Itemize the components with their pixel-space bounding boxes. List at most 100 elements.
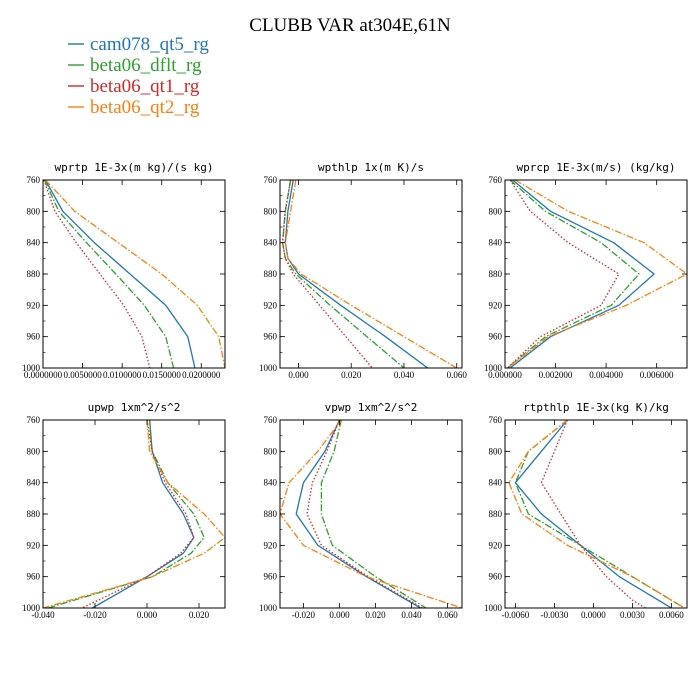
series-group bbox=[508, 420, 685, 608]
y-tick-label: 1000 bbox=[22, 363, 41, 373]
y-tick-label: 880 bbox=[489, 509, 503, 519]
x-tick-label: -0.020 bbox=[292, 610, 316, 620]
series-line-beta06_dflt_rg bbox=[507, 180, 640, 368]
panel-title: upwp 1xm^2/s^2 bbox=[88, 401, 181, 414]
x-tick-label: 0.020 bbox=[341, 370, 362, 380]
y-tick-label: 960 bbox=[27, 572, 41, 582]
y-tick-label: 800 bbox=[489, 446, 503, 456]
figure-title: CLUBB VAR at304E,61N bbox=[249, 15, 451, 36]
series-group bbox=[280, 420, 462, 608]
y-tick-label: 880 bbox=[27, 269, 41, 279]
y-tick-label: 800 bbox=[264, 446, 278, 456]
legend-entry: beta06_qt2_rg bbox=[68, 97, 200, 118]
x-tick-label: 0.000 bbox=[329, 610, 350, 620]
y-tick-label: 760 bbox=[27, 175, 41, 185]
y-tick-label: 1000 bbox=[259, 603, 278, 613]
y-tick-label: 840 bbox=[489, 238, 503, 248]
panel-title: rtpthlp 1E-3x(kg K)/kg bbox=[523, 401, 669, 414]
y-tick-label: 880 bbox=[264, 509, 278, 519]
legend-label: beta06_qt2_rg bbox=[90, 97, 200, 118]
series-line-cam078_qt5_rg bbox=[514, 420, 672, 608]
series-group bbox=[43, 420, 225, 608]
legend-label: cam078_qt5_rg bbox=[90, 34, 209, 55]
x-tick-label: 0.0000 bbox=[581, 610, 606, 620]
y-tick-label: 760 bbox=[489, 415, 503, 425]
panel-6: rtpthlp 1E-3x(kg K)/kg 760 800 840 880 920 960… bbox=[484, 401, 688, 620]
y-tick-label: 1000 bbox=[484, 363, 503, 373]
plot-frame bbox=[504, 419, 688, 609]
legend-label: beta06_dflt_rg bbox=[90, 55, 202, 76]
series-line-beta06_qt2_rg bbox=[44, 180, 225, 368]
x-tick-label: 0.000000 bbox=[488, 370, 522, 380]
y-tick-label: 880 bbox=[27, 509, 41, 519]
series-line-beta06_qt2_rg bbox=[508, 420, 685, 608]
series-line-beta06_qt1_rg bbox=[81, 420, 195, 608]
y-tick-label: 1000 bbox=[259, 363, 278, 373]
series-group bbox=[281, 180, 458, 368]
series-line-beta06_qt2_rg bbox=[284, 180, 458, 368]
x-tick-label: 0.0000000 bbox=[24, 370, 63, 380]
series-line-beta06_qt2_rg bbox=[507, 180, 687, 368]
y-tick-label: 960 bbox=[27, 332, 41, 342]
y-tick-label: 800 bbox=[27, 206, 41, 216]
legend: cam078_qt5_rgbeta06_dflt_rgbeta06_qt1_rg… bbox=[68, 34, 209, 118]
legend-entry: beta06_qt1_rg bbox=[68, 76, 200, 97]
panel-title: vpwp 1xm^2/s^2 bbox=[325, 401, 418, 414]
legend-label: beta06_qt1_rg bbox=[90, 76, 200, 97]
plot-frame bbox=[504, 179, 688, 369]
series-line-beta06_qt1_rg bbox=[540, 420, 646, 608]
x-tick-label: 0.002000 bbox=[539, 370, 573, 380]
y-tick-label: 840 bbox=[264, 478, 278, 488]
legend-entry: cam078_qt5_rg bbox=[68, 34, 209, 55]
panels: wprtp 1E-3x(m kg)/(s kg) 760 800 840 880 920 9… bbox=[22, 161, 688, 620]
x-tick-label: 0.0050000 bbox=[63, 370, 102, 380]
y-tick-label: 920 bbox=[27, 540, 41, 550]
legend-entry: beta06_dflt_rg bbox=[68, 55, 202, 76]
x-tick-label: 0.060 bbox=[447, 370, 468, 380]
x-tick-label: 0.000 bbox=[288, 370, 309, 380]
y-tick-label: 760 bbox=[264, 175, 278, 185]
series-line-cam078_qt5_rg bbox=[509, 180, 655, 368]
panel-title: wprtp 1E-3x(m kg)/(s kg) bbox=[55, 161, 214, 174]
y-tick-label: 920 bbox=[489, 540, 503, 550]
series-line-cam078_qt5_rg bbox=[44, 180, 196, 368]
series-line-beta06_dflt_rg bbox=[281, 180, 405, 368]
x-tick-label: 0.040 bbox=[401, 610, 422, 620]
x-tick-label: 0.0060 bbox=[659, 610, 684, 620]
y-tick-label: 840 bbox=[264, 238, 278, 248]
y-tick-label: 960 bbox=[264, 572, 278, 582]
panel-5: vpwp 1xm^2/s^2 760 800 840 880 920 960 1000 -0.0… bbox=[259, 401, 463, 620]
y-tick-label: 800 bbox=[264, 206, 278, 216]
x-tick-label: 0.0200000 bbox=[182, 370, 221, 380]
y-tick-label: 840 bbox=[27, 238, 41, 248]
x-tick-label: 0.004000 bbox=[589, 370, 623, 380]
x-tick-label: 0.000 bbox=[137, 610, 158, 620]
plot-frame bbox=[42, 419, 226, 609]
y-tick-label: 920 bbox=[264, 300, 278, 310]
x-tick-label: 0.0150000 bbox=[143, 370, 182, 380]
series-group bbox=[43, 180, 225, 368]
series-line-beta06_qt1_rg bbox=[43, 180, 151, 368]
y-tick-label: 840 bbox=[27, 478, 41, 488]
series-line-beta06_dflt_rg bbox=[320, 420, 427, 608]
x-tick-label: -0.0060 bbox=[502, 610, 530, 620]
y-tick-label: 760 bbox=[264, 415, 278, 425]
y-tick-label: 960 bbox=[489, 332, 503, 342]
series-line-beta06_dflt_rg bbox=[44, 180, 175, 368]
panel-1: wprtp 1E-3x(m kg)/(s kg) 760 800 840 880 920 9… bbox=[22, 161, 226, 380]
y-tick-label: 1000 bbox=[22, 603, 41, 613]
y-tick-label: 880 bbox=[264, 269, 278, 279]
panel-2: wpthlp 1x(m K)/s 760 800 840 880 920 960 1000 0.… bbox=[259, 161, 467, 380]
panel-4: upwp 1xm^2/s^27608008408809209601000-0.0… bbox=[22, 401, 226, 620]
y-tick-label: 920 bbox=[27, 300, 41, 310]
y-tick-label: 960 bbox=[489, 572, 503, 582]
y-tick-label: 920 bbox=[489, 300, 503, 310]
panel-title: wpthlp 1x(m K)/s bbox=[318, 161, 424, 174]
series-line-beta06_qt2_rg bbox=[280, 420, 462, 608]
panel-3: wprcp 1E-3x(m/s) (kg/kg) 760 800 840 880 920 9… bbox=[484, 161, 688, 380]
y-tick-label: 1000 bbox=[484, 603, 503, 613]
y-tick-label: 840 bbox=[489, 478, 503, 488]
x-tick-label: 0.040 bbox=[394, 370, 415, 380]
x-tick-label: -0.0030 bbox=[541, 610, 569, 620]
